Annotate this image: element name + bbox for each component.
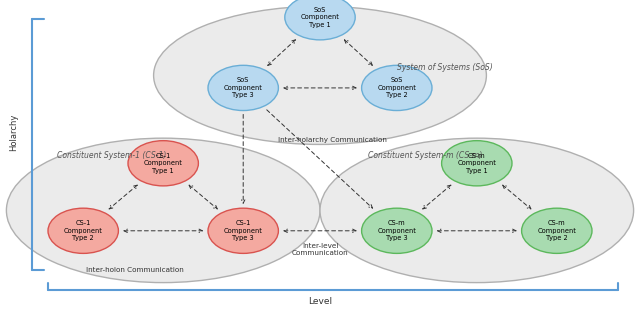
- Text: CS-1
Component
Type 2: CS-1 Component Type 2: [64, 220, 102, 241]
- Text: SoS
Component
Type 1: SoS Component Type 1: [301, 7, 339, 28]
- Text: CS-m
Component
Type 3: CS-m Component Type 3: [378, 220, 416, 241]
- Text: Inter-holon Communication: Inter-holon Communication: [86, 267, 183, 273]
- Ellipse shape: [154, 6, 486, 144]
- Text: CS-1
Component
Type 1: CS-1 Component Type 1: [144, 153, 182, 174]
- Text: Constituent System-m (CS-m): Constituent System-m (CS-m): [369, 151, 483, 160]
- Text: Holarchy: Holarchy: [10, 113, 19, 151]
- Text: SoS
Component
Type 2: SoS Component Type 2: [378, 78, 416, 98]
- Ellipse shape: [320, 138, 634, 283]
- Text: SoS
Component
Type 3: SoS Component Type 3: [224, 78, 262, 98]
- Ellipse shape: [362, 65, 432, 111]
- Text: CS-m
Component
Type 1: CS-m Component Type 1: [458, 153, 496, 174]
- Ellipse shape: [128, 141, 198, 186]
- Ellipse shape: [6, 138, 320, 283]
- Ellipse shape: [362, 208, 432, 253]
- Text: Level: Level: [308, 297, 332, 306]
- Text: Constituent System-1 (CS-1): Constituent System-1 (CS-1): [58, 151, 166, 160]
- Text: Inter-holarchy Communication: Inter-holarchy Communication: [278, 137, 387, 143]
- Ellipse shape: [522, 208, 592, 253]
- Text: Inter-level
Communication: Inter-level Communication: [292, 243, 348, 256]
- Ellipse shape: [208, 208, 278, 253]
- Text: CS-m
Component
Type 2: CS-m Component Type 2: [538, 220, 576, 241]
- Ellipse shape: [48, 208, 118, 253]
- Text: System of Systems (SoS): System of Systems (SoS): [397, 63, 493, 72]
- Ellipse shape: [442, 141, 512, 186]
- Ellipse shape: [285, 0, 355, 40]
- Ellipse shape: [208, 65, 278, 111]
- Text: CS-1
Component
Type 3: CS-1 Component Type 3: [224, 220, 262, 241]
